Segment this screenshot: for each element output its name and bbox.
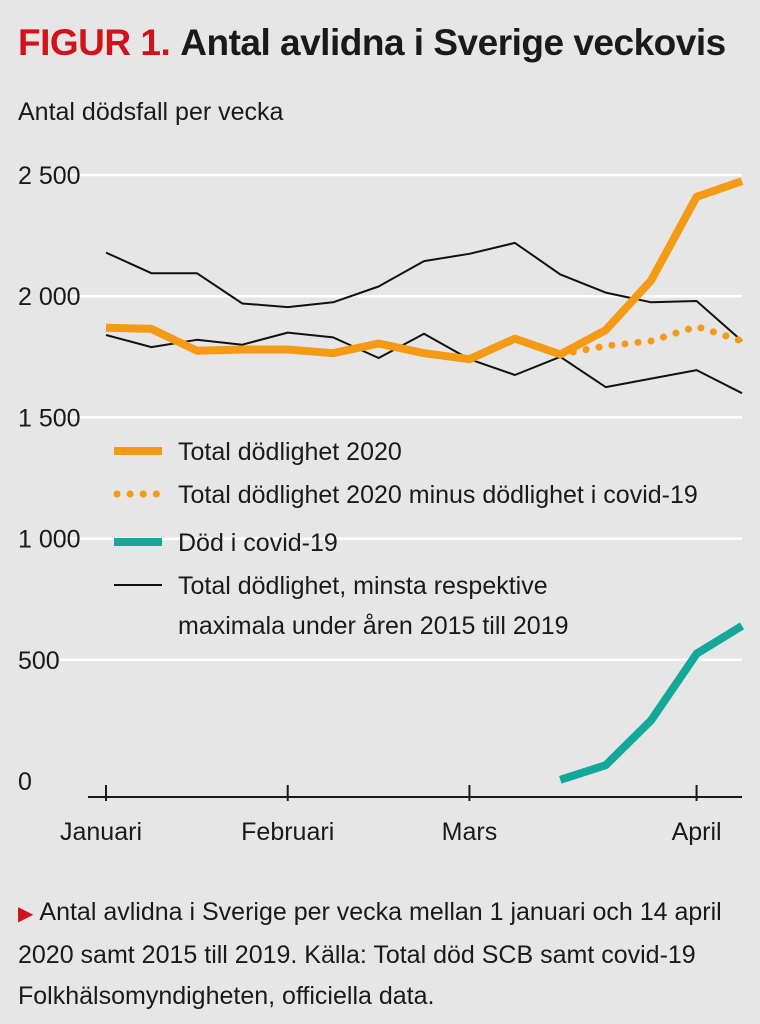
x-tick-label: Januari xyxy=(60,818,142,846)
y-tick-label: 1 500 xyxy=(18,404,81,432)
series-line-2 xyxy=(559,622,745,784)
figure-title: FIGUR 1. Antal avlidna i Sverige veckovis xyxy=(18,22,726,64)
caption-text: Antal avlidna i Sverige per vecka mellan… xyxy=(18,898,722,1010)
chart-title: Antal avlidna i Sverige veckovis xyxy=(180,22,726,63)
legend-label: Total dödlighet, minsta respektive maxima… xyxy=(178,572,569,640)
x-tick-label: April xyxy=(672,818,722,846)
y-tick-label: 2 500 xyxy=(18,162,81,190)
series-line-3 xyxy=(105,241,743,342)
series-line-1 xyxy=(556,323,746,358)
legend-label: Total dödlighet 2020 xyxy=(178,438,402,466)
series-line-0 xyxy=(105,177,744,364)
legend-label: Total dödlighet 2020 minus dödlighet i c… xyxy=(178,481,698,509)
line-chart: 0 500 1 000 1 500 2 000 2 500 Januari Februari M… xyxy=(18,162,746,846)
x-tick-label: Februari xyxy=(241,818,334,846)
y-tick-label: 500 xyxy=(18,647,60,675)
y-tick-label: 1 000 xyxy=(18,526,81,554)
x-tick-label: Mars xyxy=(442,818,498,846)
legend-label: Död i covid-19 xyxy=(178,529,338,557)
triangle-bullet-icon: ▶ xyxy=(18,903,34,925)
y-tick-label: 0 xyxy=(18,768,32,796)
y-axis-title: Antal dödsfall per vecka xyxy=(18,98,284,126)
figure-label: FIGUR 1. xyxy=(18,22,171,63)
figure-caption: ▶ Antal avlidna i Sverige per vecka mella… xyxy=(18,892,748,1017)
series-line-4 xyxy=(105,331,743,395)
y-tick-label: 2 000 xyxy=(18,283,81,311)
